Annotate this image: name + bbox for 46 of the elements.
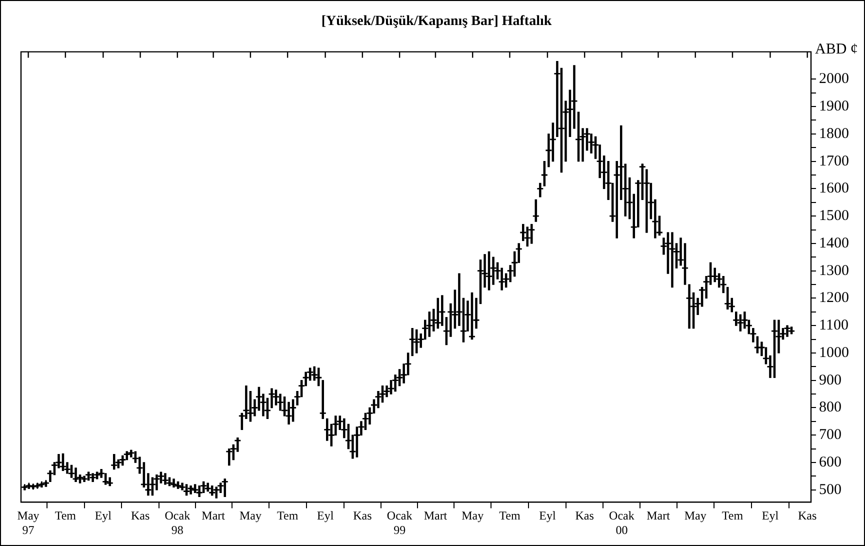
x-tick-label: Kas (575, 508, 594, 523)
x-tick-label: Eyl (539, 508, 556, 523)
x-tick-label: Kas (798, 508, 818, 523)
y-tick-label: 1300 (819, 262, 849, 279)
y-tick-label: 1900 (819, 98, 849, 114)
y-tick-label: 900 (819, 372, 842, 388)
x-tick-label: Ocak 00 (609, 508, 634, 537)
y-tick-label: 1700 (819, 153, 849, 170)
x-tick-label: Eyl (316, 508, 334, 523)
y-tick-label: 1200 (819, 290, 849, 306)
y-tick-label: 500 (819, 482, 842, 498)
y-axis-title: ABD ¢ (815, 42, 858, 58)
y-tick-label: 700 (819, 427, 842, 444)
x-tick-label: May (462, 508, 484, 523)
x-tick-label: Mart (202, 508, 226, 523)
x-tick-label: Tem (722, 508, 744, 523)
x-tick-label: Ocak 99 (386, 508, 412, 537)
bar (475, 298, 478, 329)
y-tick-label: 1000 (819, 344, 849, 361)
x-tick-label: Mart (646, 508, 671, 523)
x-tick-label: Ocak 98 (164, 508, 190, 537)
bar (760, 342, 763, 356)
y-tick-label: 600 (819, 454, 842, 470)
y-tick-label: 2000 (819, 71, 849, 88)
y-tick-label: 1500 (819, 208, 849, 224)
x-tick-label: Tem (499, 508, 521, 523)
chart-title: [Yüksek/Düşük/Kapanış Bar] Haftalık (321, 14, 552, 30)
x-tick-label: Mart (424, 508, 448, 523)
y-tick-label: 1400 (819, 235, 849, 252)
bar (752, 328, 754, 342)
x-tick-label: May (684, 508, 706, 523)
x-tick-label: Kas (353, 508, 372, 523)
bar (296, 390, 298, 406)
x-tick-label: Tem (54, 508, 77, 523)
y-tick-label: 1600 (819, 180, 849, 197)
x-tick-label: Eyl (762, 508, 780, 523)
y-tick-label: 1800 (819, 126, 849, 142)
bar (49, 470, 52, 482)
x-tick-label: Tem (277, 508, 299, 523)
x-tick-label: Kas (130, 508, 150, 523)
x-tick-label: Eyl (94, 508, 112, 523)
x-tick-label: May (239, 508, 262, 523)
x-tick-label: May 97 (17, 508, 40, 537)
bar (539, 182, 542, 198)
y-tick-label: 1100 (819, 318, 848, 334)
y-tick-label: 800 (819, 400, 842, 416)
